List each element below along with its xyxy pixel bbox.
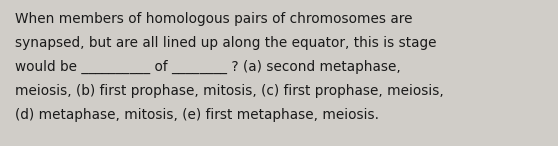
Text: (d) metaphase, mitosis, (e) first metaphase, meiosis.: (d) metaphase, mitosis, (e) first metaph… [15,108,379,122]
Text: When members of homologous pairs of chromosomes are: When members of homologous pairs of chro… [15,12,412,26]
Text: would be __________ of ________ ? (a) second metaphase,: would be __________ of ________ ? (a) se… [15,60,401,74]
Text: meiosis, (b) first prophase, mitosis, (c) first prophase, meiosis,: meiosis, (b) first prophase, mitosis, (c… [15,84,444,98]
Text: synapsed, but are all lined up along the equator, this is stage: synapsed, but are all lined up along the… [15,36,436,50]
